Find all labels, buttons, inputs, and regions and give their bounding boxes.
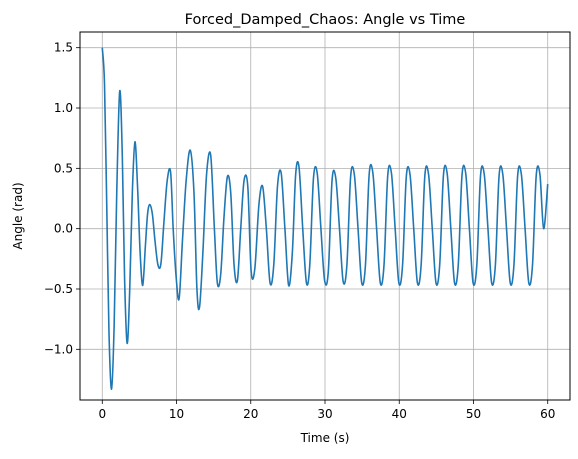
x-tick-label: 50 — [466, 407, 481, 421]
y-tick-label: 1.5 — [54, 41, 73, 55]
angle-series-line — [101, 47, 549, 390]
x-tick-label: 40 — [392, 407, 407, 421]
x-tick-label: 30 — [317, 407, 332, 421]
chart-title: Forced_Damped_Chaos: Angle vs Time — [185, 12, 466, 28]
y-tick-label: −1.0 — [44, 342, 73, 356]
ticks: 0 10 20 30 40 50 60 −1.0 −0.5 0.0 0.5 1.0 1.5 — [44, 41, 556, 421]
y-axis-label: Angle (rad) — [11, 182, 25, 249]
series-layer — [101, 47, 549, 390]
y-tick-label: 0.0 — [54, 222, 73, 236]
x-tick-label: 10 — [169, 407, 184, 421]
y-tick-label: 0.5 — [54, 161, 73, 175]
x-tick-label: 0 — [98, 407, 106, 421]
x-tick-label: 20 — [243, 407, 258, 421]
grid — [80, 32, 570, 400]
y-tick-label: 1.0 — [54, 101, 73, 115]
x-tick-label: 60 — [540, 407, 555, 421]
y-tick-label: −0.5 — [44, 282, 73, 296]
x-axis-label: Time (s) — [300, 431, 350, 445]
